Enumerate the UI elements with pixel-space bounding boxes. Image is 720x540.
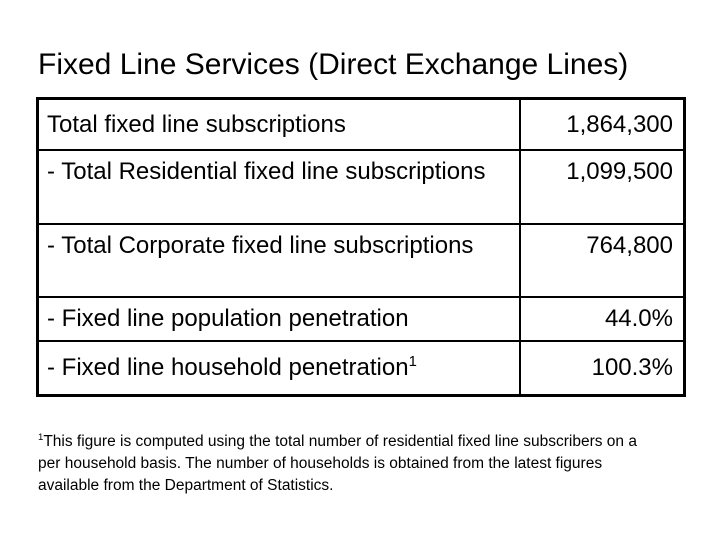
row-label: - Total Residential fixed line subscript… [36,148,521,225]
row-label: Total fixed line subscriptions [36,97,521,151]
footnote-text: This figure is computed using the total … [43,433,637,450]
footnote-marker: 1 [408,354,417,371]
footnote-marker: 1 [38,431,44,443]
table-row: - Total Corporate fixed line subscriptio… [36,222,686,298]
footnote: 1This figure is computed using the total… [38,431,683,497]
table-row: - Total Residential fixed line subscript… [36,148,686,225]
table-row: Total fixed line subscriptions 1,864,300 [36,97,686,151]
row-value: 764,800 [518,222,686,298]
table-row: - Fixed line household penetration1 100.… [36,339,686,397]
fixed-line-stats-table: Total fixed line subscriptions 1,864,300… [36,97,686,397]
footnote-line: per household basis. The number of house… [38,455,603,472]
row-label: - Fixed line population penetration [36,295,521,342]
row-label-text: - Fixed line household penetration [47,354,409,382]
row-label: - Fixed line household penetration1 [36,339,521,397]
row-label: - Total Corporate fixed line subscriptio… [36,222,521,298]
row-value: 1,864,300 [518,97,686,151]
footnote-line: available from the Department of Statist… [38,477,334,494]
table-row: - Fixed line population penetration 44.0… [36,295,686,342]
row-value: 44.0% [518,295,686,342]
page-title: Fixed Line Services (Direct Exchange Lin… [38,48,629,81]
row-value: 1,099,500 [518,148,686,225]
footnote-line: 1This figure is computed using the total… [38,431,683,453]
row-value: 100.3% [518,339,686,397]
